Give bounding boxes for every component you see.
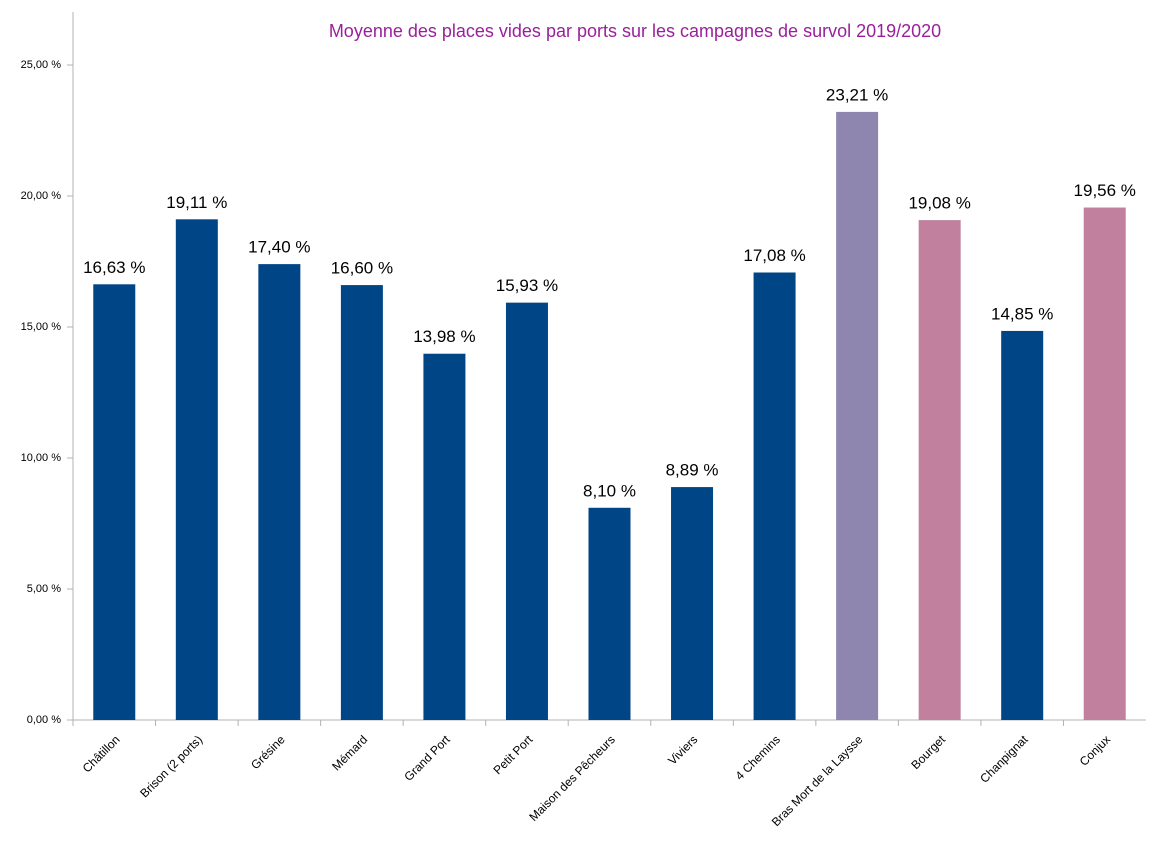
- value-label: 17,08 %: [743, 246, 805, 265]
- y-tick-label: 15,00 %: [21, 321, 62, 333]
- x-tick-label: Grésine: [248, 732, 288, 772]
- value-label: 19,56 %: [1074, 181, 1136, 200]
- value-label: 8,89 %: [666, 461, 719, 480]
- x-tick-label: Conjux: [1077, 732, 1113, 768]
- value-label: 16,60 %: [331, 259, 393, 278]
- bar: [1083, 207, 1126, 720]
- x-tick-label: Brison (2 ports): [137, 732, 205, 800]
- y-tick-label: 20,00 %: [21, 190, 62, 202]
- x-tick-label: Bras Mort de la Laysse: [769, 732, 866, 829]
- x-tick-label: Viviers: [665, 732, 700, 767]
- value-label: 13,98 %: [413, 327, 475, 346]
- value-label: 17,40 %: [248, 238, 310, 257]
- bar: [836, 111, 879, 720]
- bar: [175, 219, 218, 720]
- value-label: 23,21 %: [826, 85, 888, 104]
- value-label: 16,63 %: [83, 258, 145, 277]
- bar: [258, 264, 301, 720]
- x-tick-label: Chanpignat: [977, 732, 1031, 786]
- x-tick-label: Mémard: [329, 732, 370, 773]
- bar: [588, 507, 631, 720]
- x-tick-label: 4 Chemins: [732, 732, 782, 782]
- y-tick-label: 25,00 %: [21, 59, 62, 71]
- bar: [423, 353, 466, 720]
- x-tick-label: Grand Port: [401, 732, 453, 784]
- x-tick-label: Châtillon: [80, 732, 123, 775]
- y-tick-label: 5,00 %: [27, 583, 61, 595]
- y-tick-label: 0,00 %: [27, 714, 61, 726]
- bar: [340, 285, 383, 720]
- bar: [505, 302, 548, 720]
- bar: [93, 284, 136, 720]
- x-tick-label: Petit Port: [491, 732, 536, 777]
- value-label: 19,11 %: [166, 193, 227, 212]
- chart-title: Moyenne des places vides par ports sur l…: [329, 21, 941, 41]
- value-label: 14,85 %: [991, 304, 1053, 323]
- value-label: 8,10 %: [583, 481, 636, 500]
- bar: [918, 220, 961, 720]
- y-tick-label: 10,00 %: [21, 452, 62, 464]
- value-label: 19,08 %: [908, 194, 970, 213]
- bar: [753, 272, 796, 720]
- x-tick-label: Bourget: [908, 732, 948, 772]
- value-label: 15,93 %: [496, 276, 558, 295]
- bar: [1001, 330, 1044, 720]
- bar: [671, 487, 714, 720]
- x-tick-label: Maison des Pêcheurs: [526, 732, 618, 824]
